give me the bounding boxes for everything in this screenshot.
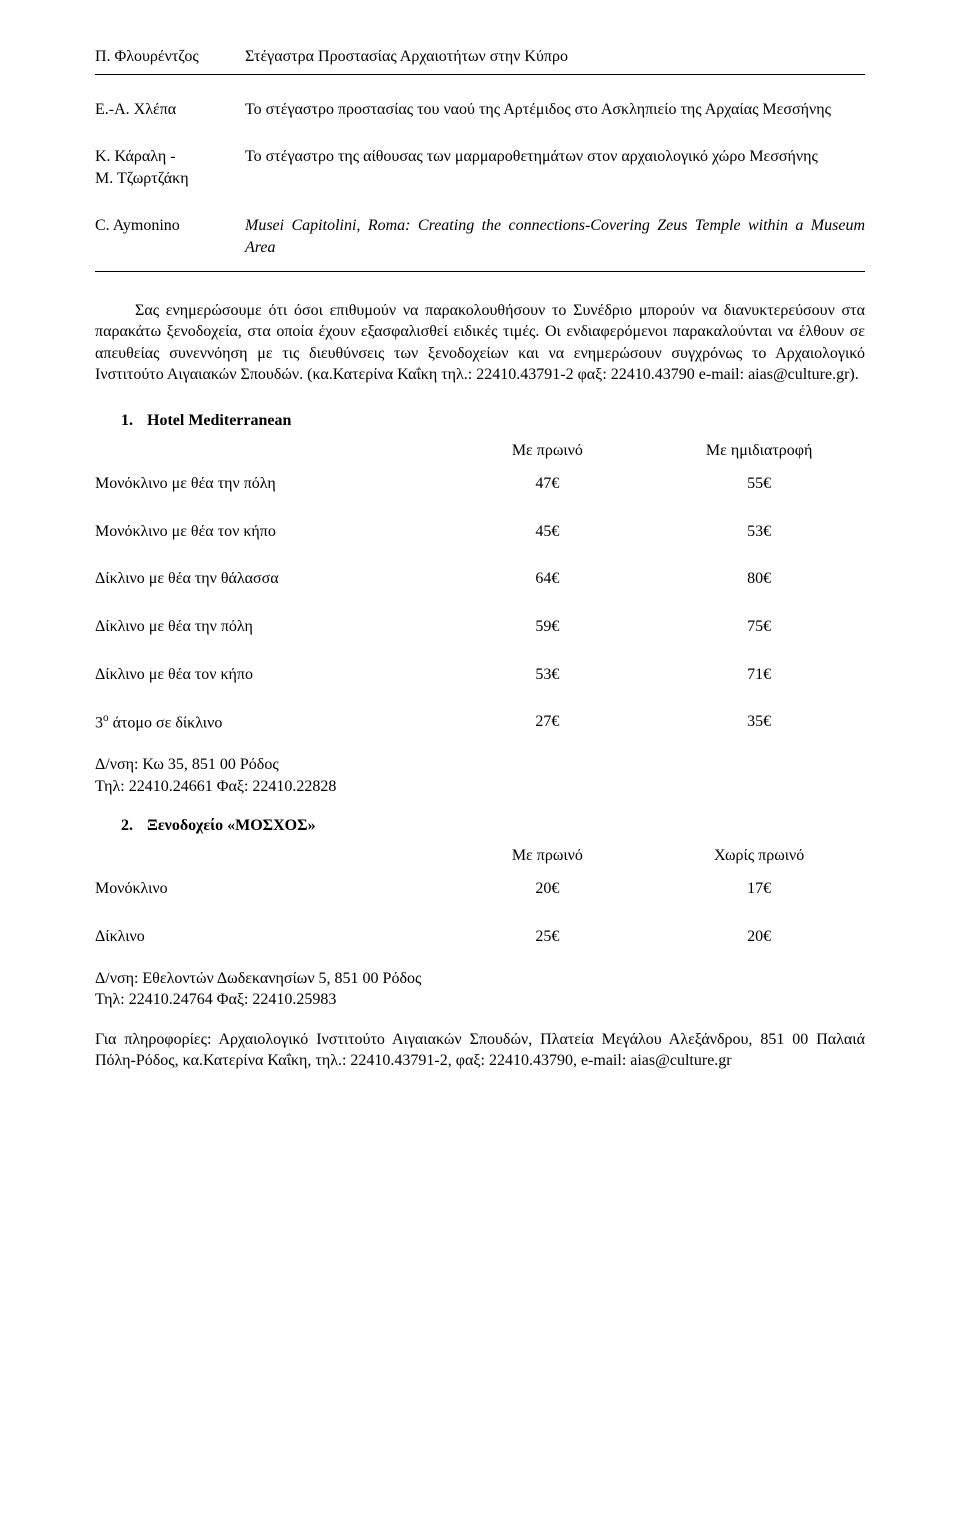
price-label: Δίκλινο με θέα την θάλασσα — [95, 562, 442, 596]
hotel-name: Ξενοδοχείο «ΜΟΣΧΟΣ» — [147, 817, 316, 834]
speaker-row: C. Aymonino Musei Capitolini, Roma: Crea… — [95, 209, 865, 264]
speaker-name: Ε.-Α. Χλέπα — [95, 93, 245, 127]
hotel-number: 2. — [121, 815, 143, 837]
address-line: Τηλ: 22410.24764 Φαξ: 22410.25983 — [95, 989, 865, 1011]
speaker-name: Π. Φλουρέντζος — [95, 40, 245, 74]
speaker-row: Π. Φλουρέντζος Στέγαστρα Προστασίας Αρχα… — [95, 40, 865, 74]
speaker-row: Κ. Κάραλη - Μ. Τζωρτζάκη Το στέγαστρο τη… — [95, 140, 865, 195]
price-value: 71€ — [653, 658, 865, 692]
price-value: 80€ — [653, 562, 865, 596]
hotel-address: Δ/νση: Κω 35, 851 00 Ρόδος Τηλ: 22410.24… — [95, 754, 865, 797]
speaker-title: Musei Capitolini, Roma: Creating the con… — [245, 209, 865, 264]
price-value: 35€ — [653, 705, 865, 740]
speakers-table: Ε.-Α. Χλέπα Το στέγαστρο προστασίας του … — [95, 93, 865, 265]
document-page: Π. Φλουρέντζος Στέγαστρα Προστασίας Αρχα… — [0, 0, 960, 1148]
price-label: Δίκλινο με θέα την πόλη — [95, 610, 442, 644]
price-row: Μονόκλινο με θέα τον κήπο 45€ 53€ — [95, 515, 865, 549]
price-col-header: Χωρίς πρωινό — [653, 843, 865, 873]
price-row: Μονόκλινο 20€ 17€ — [95, 872, 865, 906]
address-line: Δ/νση: Εθελοντών Δωδεκανησίων 5, 851 00 … — [95, 968, 865, 990]
price-value: 17€ — [653, 872, 865, 906]
price-col-header: Με πρωινό — [442, 438, 654, 468]
hotel-heading: 2. Ξενοδοχείο «ΜΟΣΧΟΣ» — [121, 815, 865, 837]
hotel-address: Δ/νση: Εθελοντών Δωδεκανησίων 5, 851 00 … — [95, 968, 865, 1011]
speakers-table: Π. Φλουρέντζος Στέγαστρα Προστασίας Αρχα… — [95, 40, 865, 74]
price-col-header: Με πρωινό — [442, 843, 654, 873]
speaker-row: Ε.-Α. Χλέπα Το στέγαστρο προστασίας του … — [95, 93, 865, 127]
price-value: 45€ — [442, 515, 654, 549]
address-line: Τηλ: 22410.24661 Φαξ: 22410.22828 — [95, 776, 865, 798]
price-value: 53€ — [653, 515, 865, 549]
price-row: 3ο άτομο σε δίκλινο 27€ 35€ — [95, 705, 865, 740]
speaker-title: Το στέγαστρο προστασίας του ναού της Αρτ… — [245, 93, 865, 127]
footer-paragraph: Για πληροφορίες: Αρχαιολογικό Ινστιτούτο… — [95, 1029, 865, 1072]
price-value: 55€ — [653, 467, 865, 501]
price-label: Μονόκλινο — [95, 872, 442, 906]
price-value: 59€ — [442, 610, 654, 644]
price-label: Μονόκλινο με θέα την πόλη — [95, 467, 442, 501]
address-line: Δ/νση: Κω 35, 851 00 Ρόδος — [95, 754, 865, 776]
price-value: 20€ — [653, 920, 865, 954]
price-label: Μονόκλινο με θέα τον κήπο — [95, 515, 442, 549]
divider — [95, 271, 865, 272]
price-header-row: Με πρωινό Χωρίς πρωινό — [95, 843, 865, 873]
price-label: Δίκλινο — [95, 920, 442, 954]
price-col-header: Με ημιδιατροφή — [653, 438, 865, 468]
price-value: 27€ — [442, 705, 654, 740]
price-row: Δίκλινο με θέα την πόλη 59€ 75€ — [95, 610, 865, 644]
hotel-name: Hotel Mediterranean — [147, 412, 291, 429]
price-label: 3ο άτομο σε δίκλινο — [95, 705, 442, 740]
hotel-number: 1. — [121, 410, 143, 432]
price-value: 47€ — [442, 467, 654, 501]
divider — [95, 74, 865, 75]
speaker-name: C. Aymonino — [95, 209, 245, 264]
price-value: 75€ — [653, 610, 865, 644]
price-label: Δίκλινο με θέα τον κήπο — [95, 658, 442, 692]
price-row: Δίκλινο 25€ 20€ — [95, 920, 865, 954]
price-row: Δίκλινο με θέα την θάλασσα 64€ 80€ — [95, 562, 865, 596]
price-header-row: Με πρωινό Με ημιδιατροφή — [95, 438, 865, 468]
speaker-title: Το στέγαστρο της αίθουσας των μαρμαροθετ… — [245, 140, 865, 195]
price-table: Με πρωινό Χωρίς πρωινό Μονόκλινο 20€ 17€… — [95, 843, 865, 954]
price-value: 20€ — [442, 872, 654, 906]
main-paragraph: Σας ενημερώσουμε ότι όσοι επιθυμούν να π… — [95, 300, 865, 386]
price-table: Με πρωινό Με ημιδιατροφή Μονόκλινο με θέ… — [95, 438, 865, 740]
price-value: 64€ — [442, 562, 654, 596]
price-row: Δίκλινο με θέα τον κήπο 53€ 71€ — [95, 658, 865, 692]
speaker-name: Κ. Κάραλη - Μ. Τζωρτζάκη — [95, 140, 245, 195]
price-value: 25€ — [442, 920, 654, 954]
price-row: Μονόκλινο με θέα την πόλη 47€ 55€ — [95, 467, 865, 501]
price-value: 53€ — [442, 658, 654, 692]
speaker-title: Στέγαστρα Προστασίας Αρχαιοτήτων στην Κύ… — [245, 40, 865, 74]
hotel-heading: 1. Hotel Mediterranean — [121, 410, 865, 432]
